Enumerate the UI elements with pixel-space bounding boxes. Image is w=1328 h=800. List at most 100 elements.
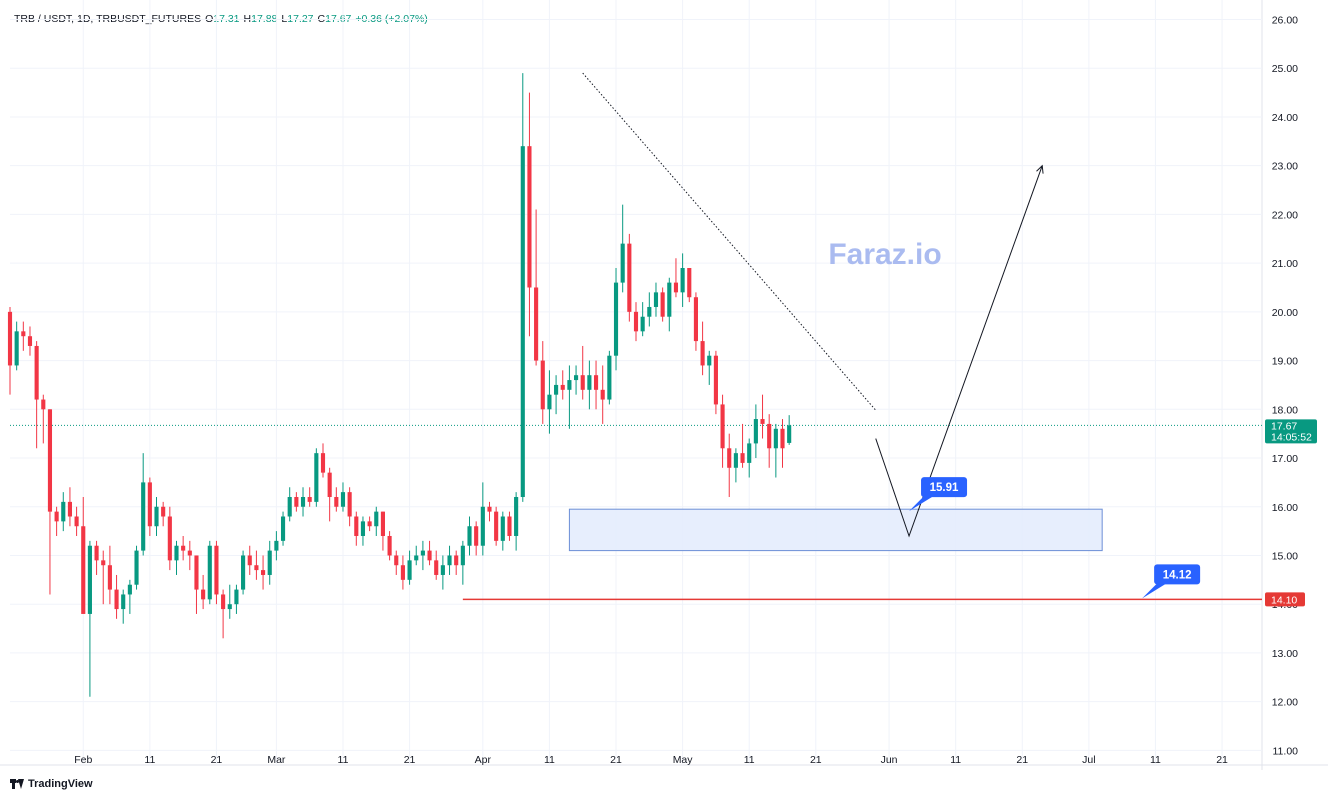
- candle: [627, 233, 632, 322]
- candle-body: [307, 497, 312, 502]
- candle-body: [134, 550, 139, 585]
- time-tick-label: 21: [1216, 754, 1228, 766]
- candle-body: [600, 389, 605, 400]
- candle-body: [454, 555, 459, 566]
- candle-body: [494, 511, 499, 541]
- time-tick-label: Mar: [267, 754, 286, 766]
- candle: [700, 321, 705, 376]
- projection-arrowhead: [1036, 164, 1044, 174]
- candle: [161, 501, 166, 527]
- candle-body: [181, 545, 186, 551]
- candle: [207, 540, 212, 605]
- candle: [187, 540, 192, 571]
- candle-body: [593, 375, 599, 390]
- candle: [141, 453, 146, 556]
- candle-body: [707, 355, 712, 366]
- candle-body: [653, 292, 659, 307]
- candle-body: [194, 555, 199, 590]
- candle: [620, 204, 625, 293]
- time-tick-label: 11: [544, 754, 555, 766]
- candle-body: [147, 482, 152, 527]
- tradingview-logo[interactable]: TradingView: [10, 778, 93, 790]
- candle: [320, 443, 326, 478]
- candle-body: [480, 506, 485, 546]
- candle-body: [141, 482, 146, 551]
- candle-body: [314, 453, 319, 502]
- candle: [414, 545, 419, 566]
- candle-body: [607, 355, 612, 400]
- callout-box: [1154, 564, 1201, 585]
- time-tick-label: Feb: [74, 754, 92, 766]
- candle: [380, 511, 386, 551]
- candle-body: [87, 545, 92, 614]
- candle: [693, 292, 699, 351]
- candle: [287, 487, 292, 522]
- time-tick-label: 21: [404, 754, 416, 766]
- candle-body: [27, 336, 33, 346]
- price-axis: 11.0012.0013.0014.0015.0016.0017.0018.00…: [1272, 14, 1298, 757]
- watermark-text: Faraz.io: [828, 238, 941, 271]
- candle-body: [414, 555, 419, 561]
- candle: [420, 540, 425, 571]
- candle-body: [167, 516, 172, 561]
- candle: [527, 92, 532, 337]
- chart-grid: [0, 0, 1328, 770]
- price-tick-label: 13.00: [1272, 648, 1298, 660]
- candle: [613, 267, 619, 371]
- candle-body: [94, 545, 99, 561]
- price-tick-label: 20.00: [1272, 307, 1298, 319]
- candle: [440, 555, 445, 590]
- time-tick-label: 21: [610, 754, 622, 766]
- candle: [567, 365, 572, 429]
- candle-body: [47, 409, 53, 512]
- candle-body: [733, 453, 738, 468]
- time-tick-label: 21: [211, 754, 223, 766]
- candle: [773, 423, 778, 478]
- candle: [534, 209, 539, 366]
- candle: [94, 540, 99, 575]
- candle: [367, 516, 372, 532]
- price-tick-label: 24.00: [1272, 112, 1298, 124]
- price-tick-label: 21.00: [1272, 258, 1298, 270]
- candle: [640, 302, 645, 337]
- candle: [560, 370, 565, 400]
- candle: [214, 540, 219, 605]
- candle: [407, 550, 412, 585]
- candle: [713, 350, 718, 415]
- price-tick-label: 16.00: [1272, 502, 1298, 514]
- time-tick-label: 11: [338, 754, 349, 766]
- time-tick-label: 11: [744, 754, 755, 766]
- candle-body: [573, 375, 579, 381]
- candle-body: [254, 565, 259, 571]
- candle-body: [447, 555, 452, 566]
- candle: [294, 492, 299, 512]
- candle: [307, 487, 312, 507]
- candle: [687, 267, 692, 303]
- candle: [27, 326, 33, 356]
- candle-series: [7, 73, 792, 697]
- candle-body: [647, 306, 652, 317]
- candle: [194, 555, 199, 614]
- candle-body: [367, 521, 372, 527]
- candle: [454, 550, 459, 575]
- candle: [787, 415, 792, 445]
- candle: [500, 511, 505, 551]
- candle: [327, 467, 332, 522]
- candle: [593, 360, 599, 410]
- candle: [400, 555, 405, 590]
- candle-body: [693, 297, 699, 342]
- candle: [580, 345, 585, 400]
- candle-body: [467, 526, 472, 546]
- price-tick-label: 18.00: [1272, 404, 1298, 416]
- candle-body: [633, 311, 639, 332]
- candle: [121, 589, 126, 624]
- candle-body: [327, 472, 332, 498]
- candle: [300, 487, 306, 517]
- candle: [347, 487, 352, 527]
- candle: [760, 394, 765, 439]
- candle-body: [121, 594, 126, 610]
- candle-body: [274, 540, 279, 551]
- candle: [267, 540, 272, 585]
